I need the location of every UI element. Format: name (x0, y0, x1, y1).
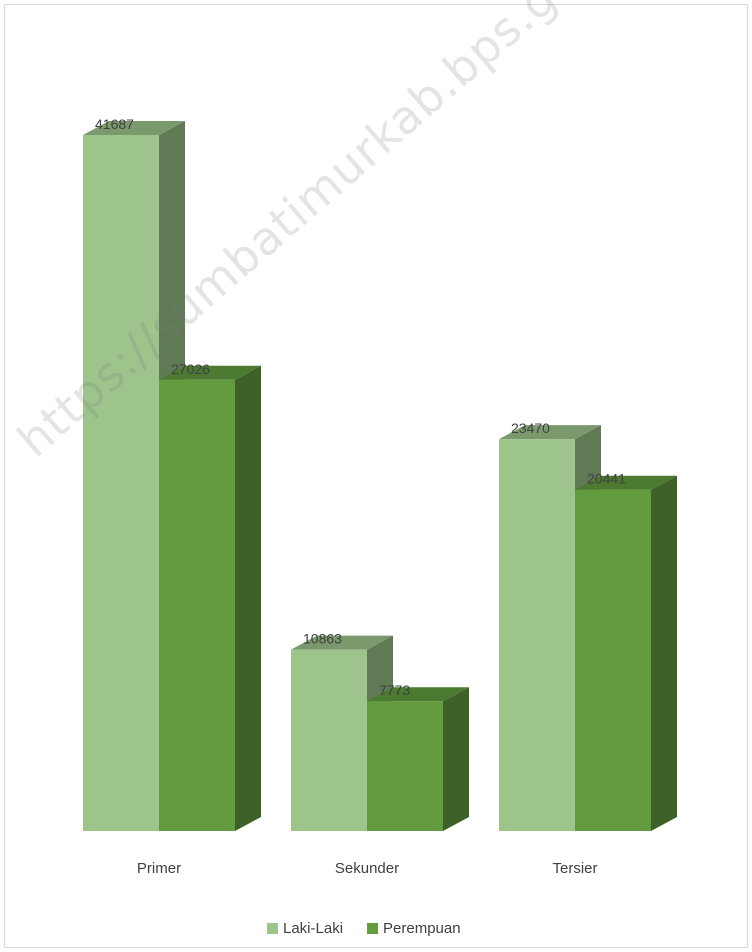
data-label-laki-laki-primer: 41687 (95, 116, 134, 132)
category-label-primer: Primer (137, 860, 181, 877)
bar-side-perempuan-primer (235, 365, 261, 831)
bar-top-laki-laki-primer (83, 121, 185, 135)
bar-top-perempuan-tersier (575, 475, 677, 490)
bar-laki-laki-sekunder (291, 649, 367, 831)
bar-side-perempuan-sekunder (443, 687, 469, 831)
data-label-perempuan-sekunder: 7773 (379, 682, 410, 698)
bar-chart: 41687 27026 Primer 10863 7773 Sekunder 23470 20… (83, 116, 677, 937)
bar-perempuan-primer (159, 379, 235, 831)
bar-perempuan-sekunder (367, 701, 443, 831)
data-label-perempuan-tersier: 20441 (587, 471, 626, 487)
data-label-laki-laki-tersier: 23470 (511, 420, 550, 436)
bar-perempuan-tersier (575, 489, 651, 831)
category-label-sekunder: Sekunder (335, 860, 399, 877)
legend-swatch-laki-laki (267, 923, 278, 934)
bar-laki-laki-primer (83, 135, 159, 831)
chart-frame: 41687 27026 Primer 10863 7773 Sekunder 23470 20… (4, 0, 748, 948)
bar-laki-laki-tersier (499, 439, 575, 831)
data-label-perempuan-primer: 27026 (171, 361, 210, 377)
legend-swatch-perempuan (367, 923, 379, 934)
bar-top-perempuan-sekunder (367, 687, 469, 702)
data-label-laki-laki-sekunder: 10863 (303, 631, 342, 647)
legend-label-laki-laki: Laki-Laki (283, 920, 343, 937)
bar-top-laki-laki-tersier (499, 425, 601, 440)
bar-top-laki-laki-sekunder (291, 635, 393, 650)
bar-side-perempuan-tersier (651, 475, 677, 831)
category-label-tersier: Tersier (552, 860, 597, 877)
legend-label-perempuan: Perempuan (383, 920, 461, 937)
bar-top-perempuan-primer (159, 365, 261, 380)
